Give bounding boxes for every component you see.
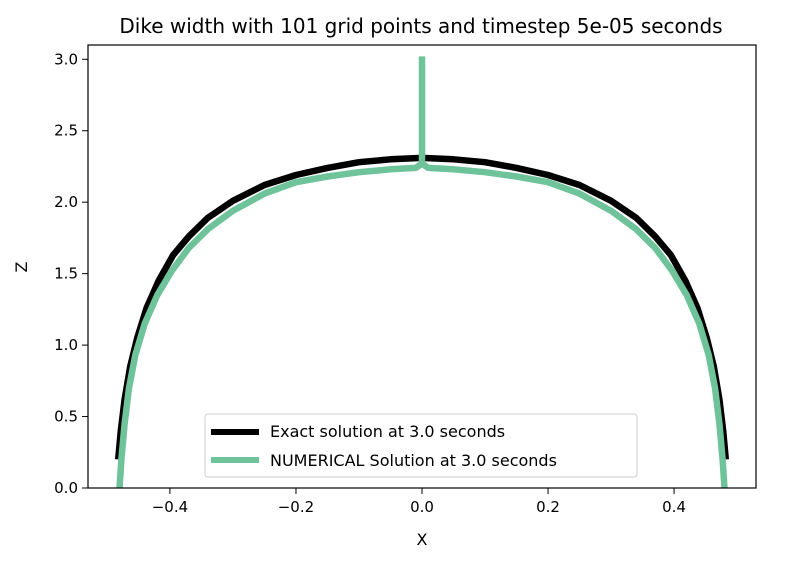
- y-tick-label: 2.0: [54, 193, 78, 211]
- x-axis-label: X: [417, 530, 428, 549]
- x-tick-label: 0.4: [662, 498, 686, 516]
- y-tick-label: 1.0: [54, 336, 78, 354]
- x-tick-label: −0.4: [152, 498, 188, 516]
- y-tick-label: 3.0: [54, 50, 78, 68]
- y-tick-label: 0.0: [54, 479, 78, 497]
- series-1: [116, 56, 728, 489]
- x-tick-label: −0.2: [278, 498, 314, 516]
- y-tick-label: 1.5: [54, 265, 78, 283]
- chart-title: Dike width with 101 grid points and time…: [119, 14, 722, 38]
- y-axis-label: Z: [12, 261, 31, 272]
- series-layer: [114, 56, 730, 489]
- legend-label-numerical: NUMERICAL Solution at 3.0 seconds: [270, 451, 557, 470]
- legend: Exact solution at 3.0 seconds NUMERICAL …: [204, 413, 638, 478]
- x-tick-label: 0.2: [536, 498, 560, 516]
- ticks-layer: −0.4 −0.2 0.0 0.2 0.4 0.0 0.5 1.0 1.5 2.0 2.5 3.0: [54, 50, 686, 516]
- legend-box: [204, 413, 638, 478]
- x-tick-label: 0.0: [410, 498, 434, 516]
- y-tick-label: 0.5: [54, 408, 78, 426]
- y-tick-label: 2.5: [54, 122, 78, 140]
- legend-label-exact: Exact solution at 3.0 seconds: [270, 422, 505, 441]
